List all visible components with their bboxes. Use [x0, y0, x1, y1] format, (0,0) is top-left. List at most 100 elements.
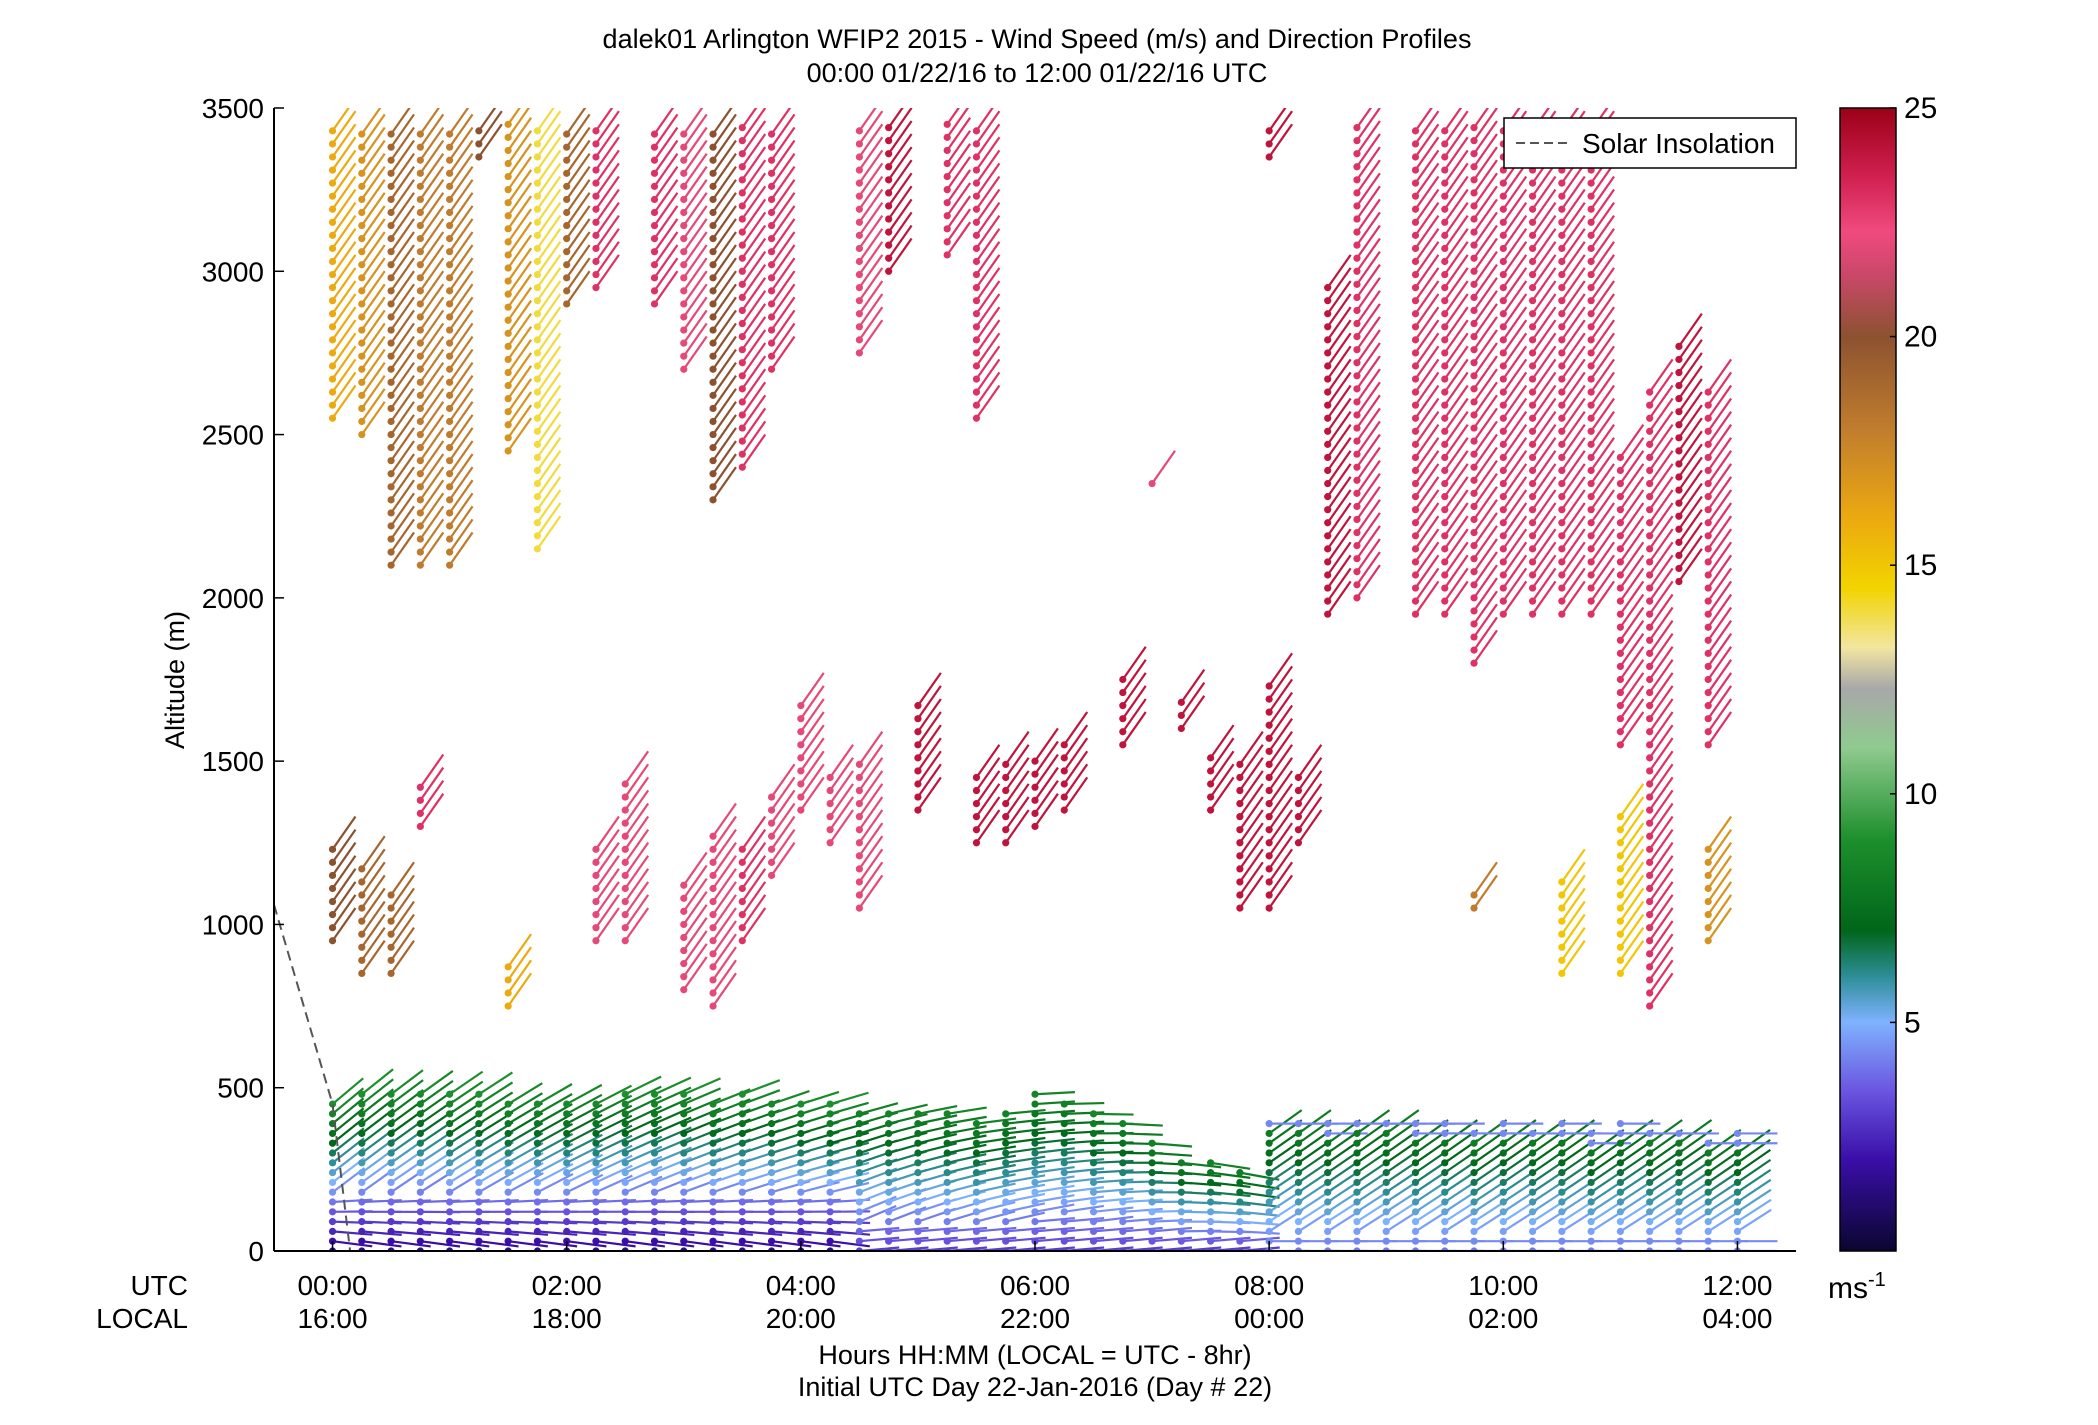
wind-barb	[595, 241, 620, 276]
wind-barb-dot	[504, 277, 512, 285]
wind-barb	[477, 123, 503, 158]
wind-barb-dot	[1587, 1178, 1595, 1187]
wind-barb-dot	[416, 261, 424, 269]
wind-barb-dot	[387, 1227, 395, 1236]
wind-barb	[1064, 1226, 1105, 1233]
wind-barb-dot	[358, 143, 366, 151]
wind-barb	[1005, 1127, 1046, 1135]
wind-barb	[1560, 489, 1586, 524]
wind-barb-dot	[1441, 1169, 1449, 1177]
wind-barb-dot	[533, 506, 542, 514]
wind-barb-dot	[1031, 1227, 1039, 1236]
wind-barb	[741, 894, 767, 929]
wind-barb	[682, 126, 708, 161]
wind-barb-dot	[504, 1149, 512, 1157]
wind-barb	[1356, 172, 1381, 207]
wind-barb	[975, 241, 1001, 276]
wind-barb-dot	[621, 1110, 629, 1118]
wind-barb	[419, 753, 445, 788]
wind-barb-dot	[1002, 813, 1010, 821]
wind-barb-dot	[1265, 695, 1273, 703]
wind-barb-dot	[1411, 257, 1420, 266]
wind-barb-dot	[1587, 506, 1595, 514]
wind-barb-dot	[1675, 538, 1683, 546]
wind-barb	[682, 244, 708, 279]
wind-barb-dot	[1031, 770, 1039, 778]
wind-barb	[507, 273, 532, 308]
wind-barb	[1707, 855, 1733, 890]
wind-barb-dot	[797, 754, 805, 762]
wind-barb-dot	[358, 208, 366, 217]
wind-barb	[449, 1220, 490, 1225]
wind-barb-dot	[1499, 1149, 1507, 1157]
wind-barb	[390, 244, 415, 279]
wind-barb-dot	[855, 205, 863, 213]
wind-barb-dot	[1499, 506, 1507, 514]
wind-barb	[390, 322, 415, 357]
wind-barb	[1209, 776, 1235, 811]
wind-barb	[1356, 355, 1381, 390]
wind-barb-dot	[1675, 434, 1683, 442]
wind-barb	[419, 427, 445, 462]
wind-barb	[1181, 1171, 1222, 1178]
wind-barb-dot	[328, 845, 337, 853]
wind-barb	[1356, 133, 1381, 168]
wind-barb	[975, 796, 1001, 831]
wind-barb	[1707, 881, 1733, 916]
wind-barb-dot	[358, 969, 366, 978]
wind-barb	[1648, 450, 1674, 485]
wind-barb-dot	[1646, 832, 1654, 840]
wind-barb-dot	[387, 365, 395, 373]
wind-barb-dot	[797, 1100, 805, 1108]
wind-barb-dot	[1353, 163, 1361, 171]
wind-barb-dot	[533, 493, 542, 501]
wind-barb-dot	[1177, 1227, 1185, 1236]
wind-barb-dot	[328, 1159, 337, 1167]
wind-barb	[1005, 1202, 1046, 1213]
wind-barb-dot	[1411, 1237, 1420, 1245]
wind-barb	[712, 1240, 753, 1248]
wind-barb	[1268, 652, 1293, 687]
wind-barb	[1473, 525, 1498, 560]
wind-barb	[1297, 744, 1323, 779]
wind-barb	[1239, 1191, 1280, 1199]
wind-barb-dot	[1587, 440, 1595, 448]
wind-barb-dot	[1646, 728, 1654, 736]
wind-barb-dot	[738, 202, 746, 210]
wind-barb-dot	[797, 793, 805, 801]
wind-barb-dot	[885, 1208, 893, 1216]
wind-barb-dot	[533, 218, 542, 226]
wind-barb-dot	[416, 313, 424, 321]
wind-barb-dot	[1587, 1129, 1595, 1138]
wind-barb-dot	[358, 1178, 366, 1187]
wind-barb-dot	[621, 1139, 629, 1147]
wind-barb-dot	[416, 1120, 424, 1128]
wind-barb	[536, 123, 562, 158]
wind-barb	[1268, 770, 1293, 805]
wind-barb-dot	[1470, 1237, 1478, 1245]
wind-barb-dot	[621, 1188, 629, 1196]
wind-barb-dot	[943, 172, 951, 181]
wind-barb	[566, 1163, 604, 1184]
wind-barb	[595, 907, 620, 942]
wind-barb-dot	[1587, 584, 1595, 592]
wind-barb	[1122, 1198, 1163, 1204]
wind-barb	[712, 139, 737, 174]
wind-barb-dot	[855, 297, 863, 305]
wind-barb-dot	[1528, 1208, 1537, 1216]
wind-barb-dot	[1382, 1120, 1390, 1128]
wind-barb-dot	[1470, 280, 1478, 288]
wind-barb-dot	[1499, 414, 1507, 422]
wind-barb-dot	[1324, 571, 1332, 579]
wind-barb-dot	[387, 287, 395, 295]
wind-barb	[507, 130, 532, 165]
wind-barb-dot	[1207, 1188, 1215, 1196]
wind-barb-dot	[416, 444, 424, 452]
wind-barb	[653, 244, 679, 279]
wind-barb	[1502, 345, 1528, 380]
wind-barb	[770, 842, 796, 877]
wind-barb-dot	[1441, 558, 1449, 566]
wind-barb	[360, 152, 386, 188]
x-tick-label-utc: 00:00	[297, 1270, 367, 1301]
